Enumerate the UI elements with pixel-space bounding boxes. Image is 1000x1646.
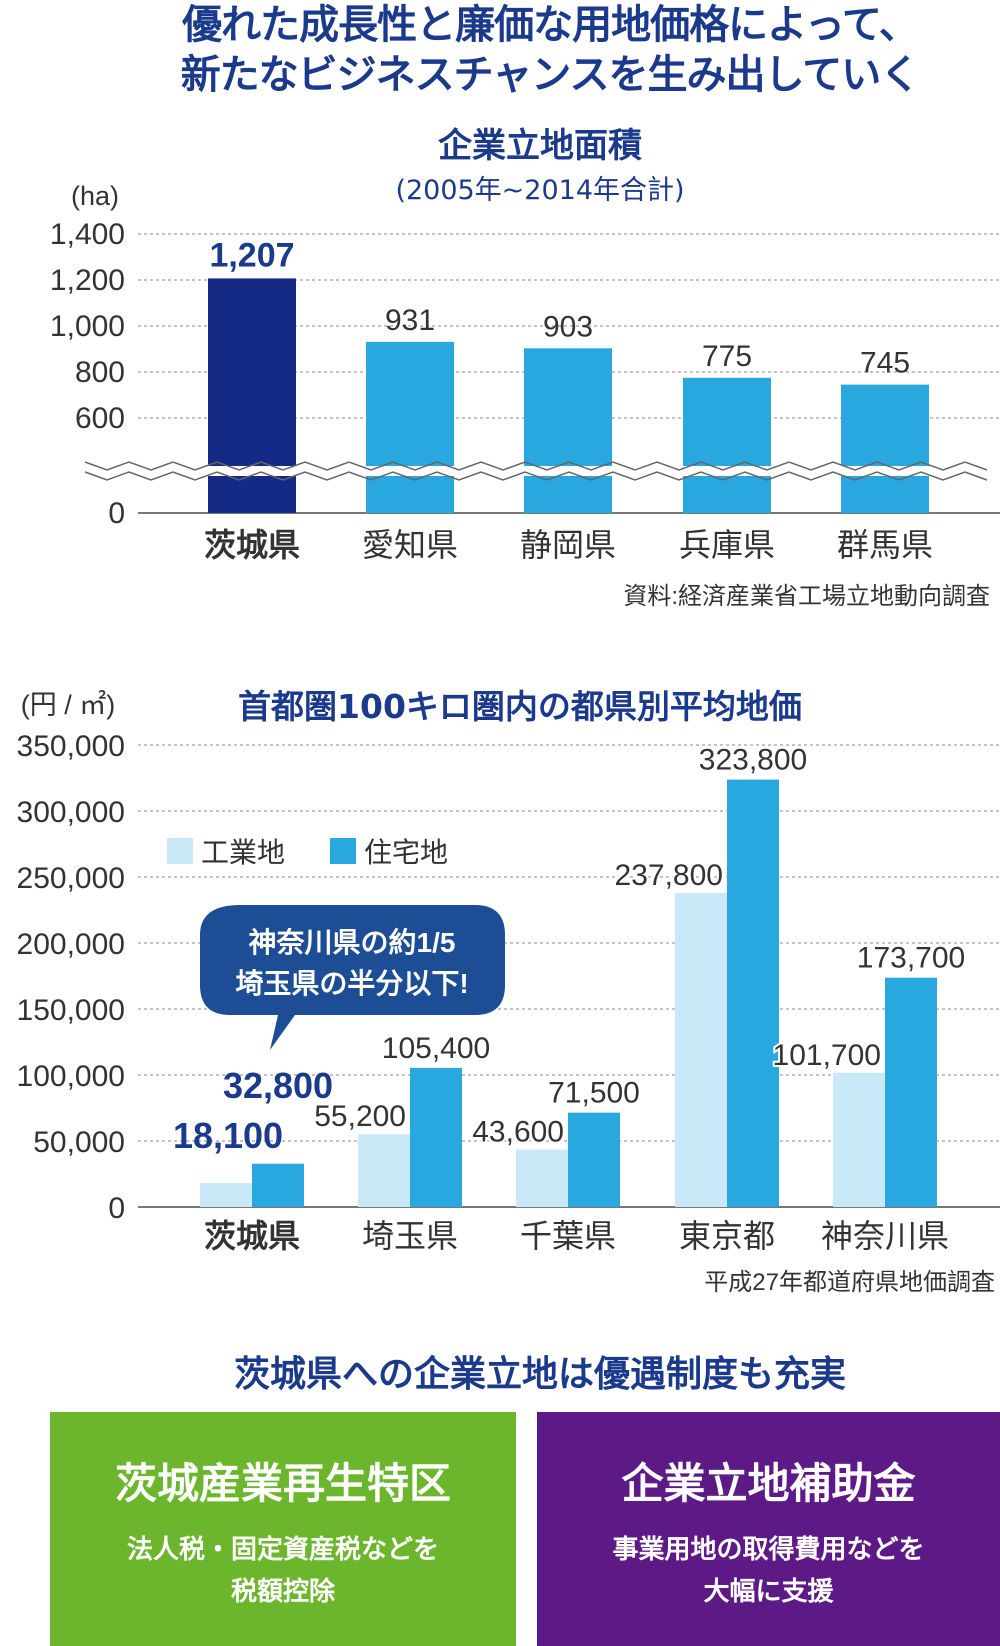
card-subsidy: 企業立地補助金 事業用地の取得費用などを 大幅に支援 bbox=[537, 1412, 1000, 1646]
legend-label: 工業地 bbox=[201, 837, 285, 868]
bar bbox=[208, 278, 296, 513]
chart1-area-chart: (ha) 1,400 1,200 1,000 800 600 0 1,207 茨城県 931 愛知県… bbox=[50, 181, 1000, 610]
bar bbox=[568, 1112, 620, 1207]
card-special-zone: 茨城産業再生特区 法人税・固定資産税などを 税額控除 bbox=[50, 1412, 516, 1646]
card-text: 法人税・固定資産税などを bbox=[126, 1535, 439, 1565]
bar-value-label: 55,200 bbox=[314, 1100, 406, 1133]
y-tick-label: 1,200 bbox=[50, 264, 125, 297]
bar bbox=[833, 1072, 885, 1207]
category-label: 千葉県 bbox=[520, 1218, 616, 1254]
legend-swatch bbox=[167, 838, 193, 864]
bar-value-label: 105,400 bbox=[382, 1032, 490, 1065]
bar bbox=[727, 779, 779, 1207]
y-axis-unit: (ha) bbox=[71, 181, 119, 211]
y-tick-label: 0 bbox=[108, 1192, 125, 1225]
bar bbox=[366, 341, 454, 513]
headline-line-2: 新たなビジネスチャンスを生み出していく bbox=[180, 52, 921, 98]
incentives-title: 茨城県への企業立地は優遇制度も充実 bbox=[233, 1354, 846, 1395]
bar-value-label: 903 bbox=[543, 310, 593, 343]
category-label: 東京都 bbox=[679, 1218, 775, 1254]
category-label: 静岡県 bbox=[520, 527, 616, 563]
card-title: 茨城産業再生特区 bbox=[114, 1459, 451, 1508]
source-note: 平成27年都道府県地価調査 bbox=[704, 1269, 995, 1296]
category-label: 兵庫県 bbox=[679, 527, 775, 563]
y-tick-label: 0 bbox=[108, 497, 125, 530]
bar-value-label: 32,800 bbox=[223, 1065, 333, 1106]
y-tick-label: 350,000 bbox=[17, 730, 125, 763]
card-text: 大幅に支援 bbox=[703, 1577, 834, 1607]
bar-value-label: 323,800 bbox=[699, 744, 807, 777]
bar bbox=[524, 348, 612, 513]
category-label: 愛知県 bbox=[362, 527, 458, 563]
bar bbox=[200, 1183, 252, 1207]
legend-label: 住宅地 bbox=[364, 837, 448, 868]
bar-value-label: 1,207 bbox=[209, 236, 294, 274]
chart2-land-price-chart: (円 / ㎡) 350,000 300,000 250,000 200,000 150,0… bbox=[17, 690, 1000, 1296]
axis-break-line bbox=[84, 461, 988, 471]
bar-value-label: 931 bbox=[385, 304, 435, 337]
headline: 優れた成長性と廉価な用地価格によって、 新たなビジネスチャンスを生み出していく bbox=[0, 0, 1000, 100]
bar-value-label: 101,700 bbox=[773, 1039, 881, 1072]
chart1-subtitle: (2005年~2014年合計) bbox=[395, 175, 685, 206]
bar bbox=[516, 1149, 568, 1207]
y-tick-label: 800 bbox=[75, 356, 125, 389]
y-tick-label: 200,000 bbox=[17, 928, 125, 961]
bar-value-label: 745 bbox=[860, 347, 910, 380]
bar bbox=[885, 977, 937, 1207]
category-label: 埼玉県 bbox=[362, 1218, 458, 1254]
card-text: 税額控除 bbox=[230, 1577, 335, 1607]
bar bbox=[683, 377, 771, 513]
y-tick-label: 250,000 bbox=[17, 862, 125, 895]
callout-bubble bbox=[200, 905, 505, 1050]
legend-swatch bbox=[330, 838, 356, 864]
headline-line-1: 優れた成長性と廉価な用地価格によって、 bbox=[182, 2, 919, 48]
card-text: 事業用地の取得費用などを bbox=[612, 1535, 925, 1565]
card-title: 企業立地補助金 bbox=[621, 1459, 916, 1508]
bar bbox=[410, 1067, 462, 1207]
category-label: 茨城県 bbox=[204, 1218, 300, 1254]
axis-break-line bbox=[84, 471, 988, 481]
source-note: 資料:経済産業省工場立地動向調査 bbox=[623, 583, 990, 610]
y-tick-label: 600 bbox=[75, 402, 125, 435]
y-tick-label: 50,000 bbox=[33, 1126, 125, 1159]
category-label: 茨城県 bbox=[204, 527, 300, 563]
axis-break-band bbox=[85, 466, 1000, 476]
y-tick-label: 1,400 bbox=[50, 218, 125, 251]
chart2-title: 首都圏100キロ圏内の都県別平均地価 bbox=[238, 687, 802, 726]
category-label: 群馬県 bbox=[837, 527, 933, 563]
y-tick-label: 150,000 bbox=[17, 994, 125, 1027]
bar bbox=[252, 1163, 304, 1207]
y-tick-label: 100,000 bbox=[17, 1060, 125, 1093]
bar bbox=[358, 1134, 410, 1207]
bar-value-label: 237,800 bbox=[615, 859, 723, 892]
y-tick-label: 300,000 bbox=[17, 796, 125, 829]
y-axis-unit: (円 / ㎡) bbox=[21, 690, 116, 720]
bar bbox=[675, 893, 727, 1207]
chart1-title: 企業立地面積 bbox=[438, 126, 642, 166]
callout-text: 神奈川県の約1/5 bbox=[249, 926, 456, 958]
bar bbox=[841, 384, 929, 513]
bar-value-label: 775 bbox=[702, 340, 752, 373]
bar-value-label: 173,700 bbox=[857, 942, 965, 975]
bar-value-label: 71,500 bbox=[548, 1077, 640, 1110]
bar-value-label: 43,600 bbox=[472, 1115, 564, 1148]
y-tick-label: 1,000 bbox=[50, 310, 125, 343]
category-label: 神奈川県 bbox=[821, 1218, 949, 1254]
callout-text: 埼玉県の半分以下! bbox=[235, 968, 468, 999]
bar-value-label: 18,100 bbox=[173, 1115, 283, 1156]
